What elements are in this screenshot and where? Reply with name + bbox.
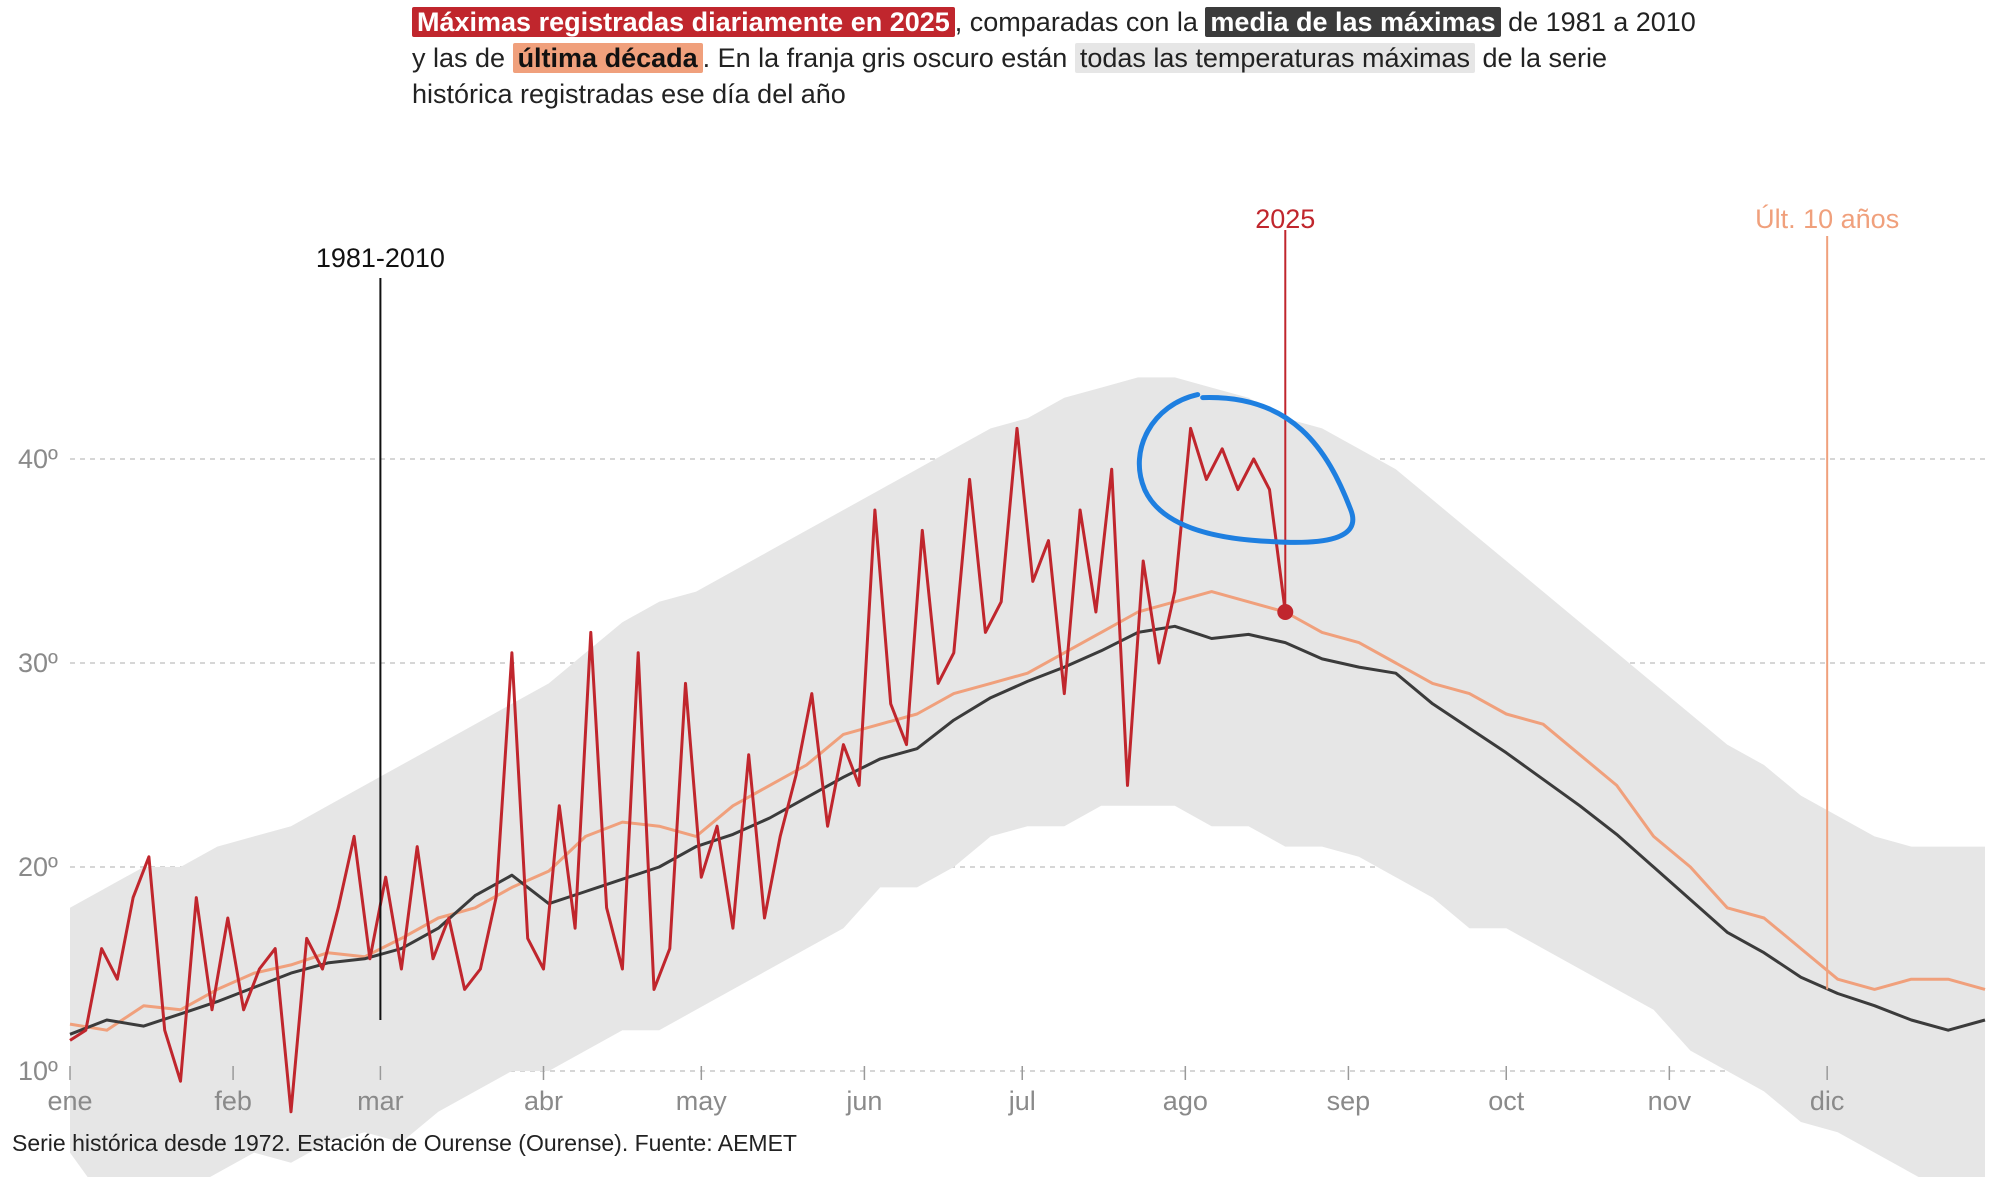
chart-subtitle: Máximas registradas diariamente en 2025,… [412,4,1702,112]
subtitle-text-3: . En la franja gris oscuro están [702,43,1075,73]
subtitle-text-2: de 1981 a 2010 y las de [412,7,1696,73]
month-label: ene [47,1086,92,1116]
month-label: jun [845,1086,882,1116]
annotation-label: Últ. 10 años [1755,203,1899,234]
month-label: oct [1488,1086,1525,1116]
month-label: abr [524,1086,563,1116]
subtitle-text-4: de la serie histórica registradas ese dí… [412,43,1608,109]
year-2025-line [69,426,1287,1114]
month-label: feb [214,1086,252,1116]
y-tick-label: 10º [18,1056,58,1086]
y-tick-label: 30º [18,648,58,678]
annotation-layer: 1981-2010 2025 Últ. 10 años [316,203,1899,1020]
legend-mean-highlight: media de las máximas [1205,7,1501,37]
y-tick-label: 40º [18,444,58,474]
month-label: jul [1008,1086,1036,1116]
axis-layer: 10º 20º 30º 40º ene feb mar abr may jun jul ago sep o… [18,444,1844,1116]
highlight-layer [1136,392,1356,545]
month-label: may [676,1086,728,1116]
historical-range-band [70,377,1985,1177]
band-layer [70,377,1985,1177]
month-label: dic [1810,1086,1845,1116]
latest-point-marker [1277,604,1294,620]
legend-band-highlight: todas las temperaturas máximas [1074,43,1475,73]
series-layer [69,426,1986,1114]
month-label: nov [1648,1086,1692,1116]
source-note: Serie histórica desde 1972. Estación de … [12,1130,797,1156]
mean-1981-2010-line [69,624,1986,1036]
subtitle-text-1: , comparadas con la [954,7,1206,37]
annotation-label: 1981-2010 [316,243,445,273]
legend-decade-highlight: última década [512,43,703,73]
last-decade-line [69,590,1986,1032]
legend-2025-highlight: Máximas registradas diariamente en 2025 [412,7,955,37]
y-tick-label: 20º [18,852,58,882]
hand-drawn-highlight-circle [1136,392,1356,545]
month-label: mar [357,1086,404,1116]
month-label: ago [1163,1086,1208,1116]
month-label: sep [1327,1086,1371,1116]
annotation-label: 2025 [1255,204,1315,234]
